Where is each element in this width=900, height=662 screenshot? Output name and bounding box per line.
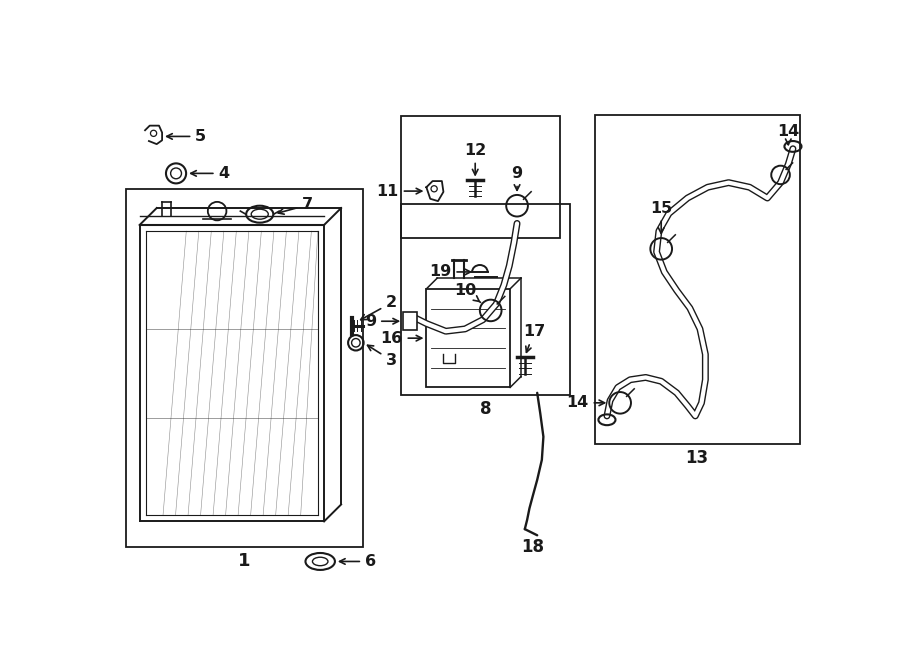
Bar (403, 312, 417, 330)
Text: 17: 17 (523, 324, 545, 352)
Text: 7: 7 (278, 197, 313, 214)
Circle shape (431, 186, 437, 192)
Text: 10: 10 (454, 283, 481, 303)
Text: 2: 2 (361, 295, 397, 320)
Text: 8: 8 (480, 400, 491, 418)
Text: 3: 3 (367, 346, 397, 368)
Text: 15: 15 (650, 201, 672, 234)
Bar (126, 189, 363, 547)
Text: 9: 9 (365, 314, 399, 329)
Bar (400, 117, 560, 238)
Text: 4: 4 (191, 166, 230, 181)
Text: 1: 1 (238, 551, 251, 570)
Text: 16: 16 (381, 330, 422, 346)
Text: 14: 14 (566, 395, 605, 410)
Text: 11: 11 (376, 183, 422, 199)
Bar (595, 115, 800, 444)
Text: 14: 14 (778, 124, 799, 145)
Bar (400, 204, 570, 395)
Text: 13: 13 (686, 449, 709, 467)
Text: 5: 5 (166, 129, 206, 144)
Text: 18: 18 (521, 538, 544, 556)
Text: 12: 12 (464, 143, 486, 175)
Bar (427, 289, 510, 387)
Text: 9: 9 (511, 166, 523, 190)
Polygon shape (427, 181, 444, 201)
Text: 6: 6 (339, 554, 376, 569)
Text: 19: 19 (429, 264, 471, 279)
